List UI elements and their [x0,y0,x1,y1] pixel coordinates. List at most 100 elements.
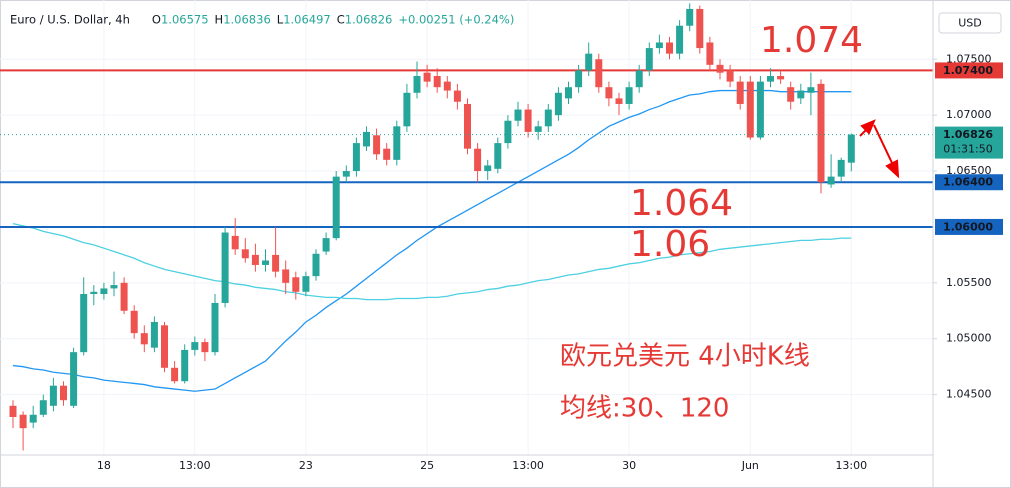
candle-body [484,165,492,172]
arrow-head [885,159,900,179]
candle-body [90,291,98,295]
candle-body [342,171,350,177]
arrows [859,119,900,179]
x-tick-label: 23 [299,459,313,472]
candle-body [9,405,17,417]
candle-body [39,400,47,415]
candle-body [726,70,734,82]
candle-body [605,87,613,99]
currency-box[interactable] [938,12,1002,34]
candle-body [676,25,684,54]
candle-body [655,42,663,49]
candle-body [29,414,37,423]
candle-body [352,143,360,172]
candle-body [140,333,148,345]
currency: USD [958,17,982,30]
candle-body [181,349,189,382]
ohlc-value: 1.06575 [161,13,209,27]
candle-body [383,148,391,160]
level-label-box [935,174,1003,191]
candle-body [716,64,724,73]
last-price-box [935,126,1003,159]
candle-body [110,285,118,289]
y-tick-label: 1.05500 [946,276,992,289]
level-label: 1.06400 [943,176,993,189]
level-label: 1.07400 [943,64,993,77]
candle-body [847,134,855,163]
candle-body [393,126,401,160]
candle-body [575,70,583,88]
x-tick-label: 18 [97,459,111,472]
level-label: 1.06000 [943,220,993,233]
candle-body [282,269,290,283]
candle-body [494,143,502,169]
annotation: 1.064 [630,183,733,224]
annotation: 1.06 [630,224,710,265]
candle-body [211,302,219,353]
change: +0.00251 (+0.24%) [398,13,514,27]
header: Euro / U.S. Dollar, 4h O 1.06575 H 1.06836 L… [10,13,514,27]
candle-body [635,70,643,88]
candle-body [686,8,694,26]
candle-body [221,232,229,303]
candle-body [201,342,209,353]
candle-body [534,126,542,132]
y-tick-label: 1.04500 [946,388,992,401]
candle-body [332,176,340,239]
x-tick-label: Jun [741,459,759,472]
candle-body [756,81,764,138]
candle-body [595,59,603,88]
annotation: 1.074 [760,20,863,61]
candle-body [150,321,158,348]
candle-body [272,254,280,272]
candle-body [130,310,138,334]
y-tick-label: 1.06500 [946,164,992,177]
candle-body [49,385,57,406]
symbol-title: Euro / U.S. Dollar, 4h [10,13,130,27]
candle-body [292,277,300,292]
candle-body [807,87,815,93]
candle-body [433,76,441,88]
candle-body [120,282,128,311]
candle-body [524,109,532,132]
candle-body [453,90,461,102]
candle-body [474,148,482,172]
arrow-line [873,124,894,166]
level-label-box [935,62,1003,79]
candle-body [746,81,754,138]
candle-body [464,103,471,149]
axes: 1.07500 1.07000 1.06500 1.05500 1.05000 1.045… [97,52,1003,472]
candle-body [373,135,381,155]
candle-body [504,120,512,144]
candle-body [585,53,593,71]
ohlc-key: L [277,13,284,27]
candle-body [100,288,108,295]
ohlc-key: O [152,13,161,27]
candle-body [565,87,572,99]
ohlc-key: H [215,13,224,27]
x-tick-label: 13:00 [835,459,867,472]
x-tick-label: 13:00 [179,459,211,472]
candle-body [787,87,795,102]
candle-body [443,81,451,91]
moving-average [12,222,852,301]
annotation: 欧元兑美元 4小时K线 [560,342,810,372]
candle-body [302,276,310,292]
candle-body [171,367,179,382]
candle-body [312,253,320,277]
x-tick-label: 30 [622,459,636,472]
candle-body [514,109,522,121]
candle-body [413,76,421,93]
ohlc-value: 1.06826 [345,13,393,27]
x-tick-label: 13:00 [512,459,544,472]
moving-average [12,89,852,392]
candle-body [625,87,633,104]
candle-body [403,92,411,127]
candle-body [60,385,67,401]
ohlc-value: 1.06836 [223,13,271,27]
candle-body [736,81,744,104]
candle-body [322,238,330,252]
candle-body [837,159,845,177]
candle-body [827,176,835,185]
